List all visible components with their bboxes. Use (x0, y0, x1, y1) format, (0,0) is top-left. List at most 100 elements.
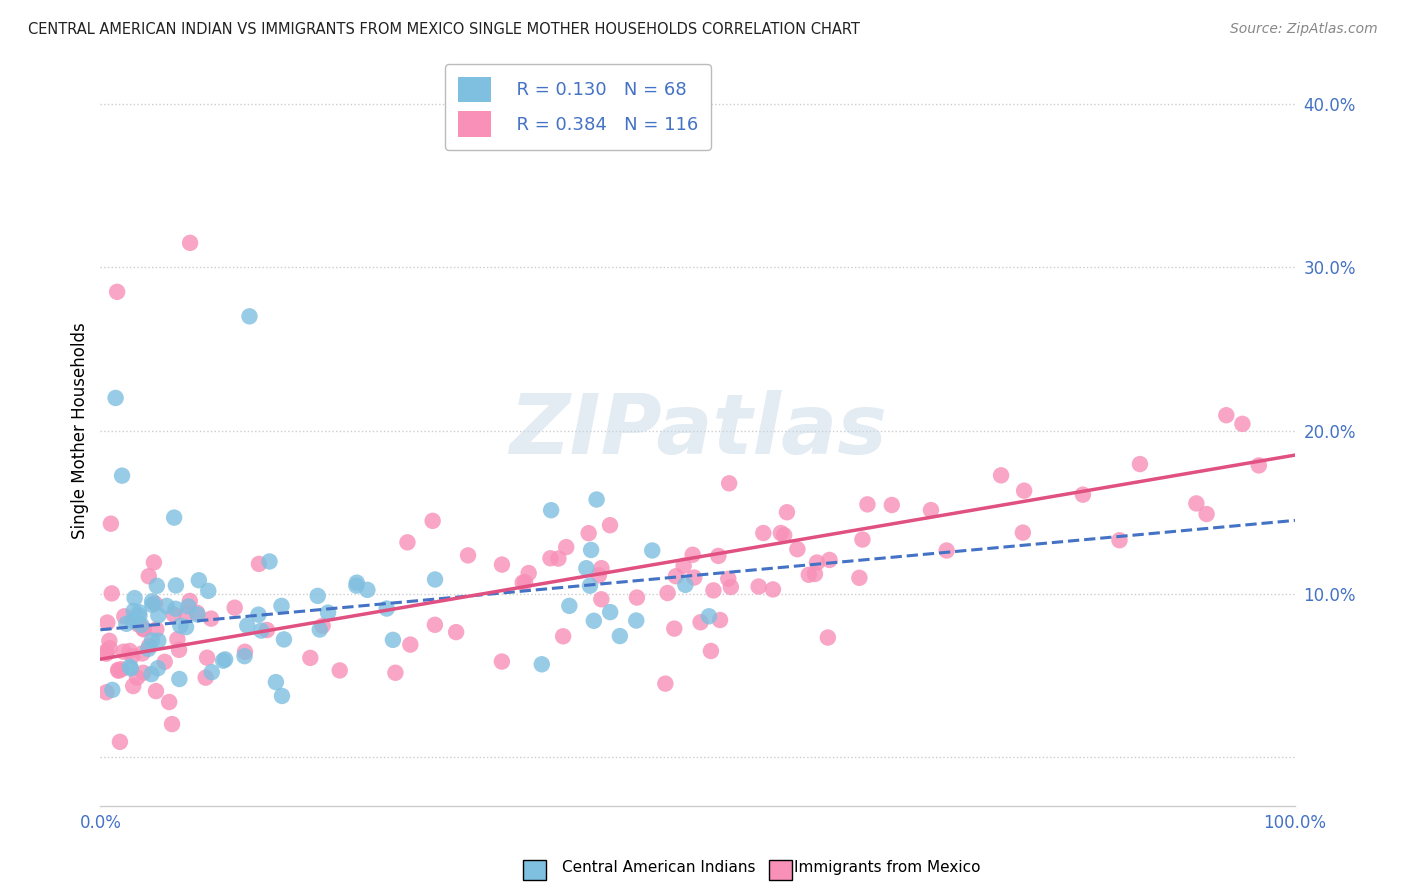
Point (806, 556, 828, 570)
Point (122, 604, 145, 618)
Point (558, 599, 581, 613)
Point (111, 468, 134, 483)
Point (848, 571, 870, 585)
Point (104, 391, 127, 405)
Point (136, 642, 159, 657)
Point (142, 555, 165, 569)
Point (641, 543, 664, 558)
Point (132, 623, 155, 637)
Point (105, 285, 128, 299)
Point (540, 503, 562, 517)
Point (201, 665, 224, 680)
Point (530, 657, 553, 672)
Point (513, 575, 536, 590)
Point (491, 655, 513, 669)
Point (769, 526, 792, 541)
Point (186, 607, 208, 622)
Point (157, 695, 180, 709)
Point (588, 568, 610, 582)
Point (575, 561, 598, 575)
Point (163, 510, 186, 524)
Point (141, 594, 163, 608)
Point (108, 735, 131, 749)
Point (100, 516, 122, 531)
Point (153, 655, 176, 669)
Text: CENTRAL AMERICAN INDIAN VS IMMIGRANTS FROM MEXICO SINGLE MOTHER HOUSEHOLDS CORRE: CENTRAL AMERICAN INDIAN VS IMMIGRANTS FR… (28, 22, 860, 37)
Point (1011, 525, 1033, 540)
Point (238, 310, 260, 324)
Point (96, 685, 118, 699)
Point (148, 608, 170, 623)
Point (259, 554, 281, 568)
Point (423, 573, 446, 587)
Point (381, 632, 404, 647)
Point (591, 592, 613, 607)
Point (1129, 457, 1152, 471)
Point (143, 596, 166, 610)
Point (270, 599, 292, 613)
Point (96, 644, 118, 658)
Point (145, 684, 167, 698)
Point (578, 526, 600, 541)
Point (121, 649, 143, 664)
Point (375, 601, 398, 615)
Point (250, 624, 273, 638)
Point (540, 551, 562, 566)
Point (664, 622, 686, 636)
Point (121, 614, 143, 628)
Point (399, 638, 422, 652)
Point (194, 671, 217, 685)
Point (233, 645, 256, 659)
Text: Immigrants from Mexico: Immigrants from Mexico (794, 861, 981, 875)
Point (101, 682, 124, 697)
Point (672, 558, 695, 573)
Point (112, 609, 135, 624)
Point (786, 542, 808, 557)
Point (851, 533, 873, 547)
Point (247, 607, 270, 622)
Point (129, 618, 152, 632)
Point (311, 619, 333, 633)
Point (160, 717, 183, 731)
Point (718, 476, 741, 491)
Point (697, 609, 720, 624)
Point (599, 518, 621, 533)
Point (547, 551, 569, 566)
Point (1012, 483, 1035, 498)
Point (626, 614, 648, 628)
Point (132, 665, 155, 680)
Point (124, 591, 146, 606)
Point (396, 535, 419, 549)
Point (707, 549, 730, 563)
Point (179, 235, 201, 250)
Point (517, 566, 540, 580)
Point (773, 528, 796, 542)
Point (665, 569, 688, 583)
Point (579, 579, 602, 593)
Point (422, 514, 444, 528)
Point (457, 549, 479, 563)
Text: Central American Indians: Central American Indians (562, 861, 756, 875)
Point (96, 647, 118, 661)
Point (197, 583, 219, 598)
Point (148, 633, 170, 648)
Point (112, 645, 135, 659)
Point (141, 633, 163, 648)
Point (115, 616, 138, 631)
Point (165, 602, 187, 616)
Point (299, 651, 322, 665)
Point (444, 625, 467, 640)
Point (1185, 496, 1208, 510)
Point (654, 676, 676, 690)
Point (720, 580, 742, 594)
Point (131, 647, 153, 661)
Point (818, 553, 841, 567)
Point (316, 606, 339, 620)
Point (1232, 417, 1254, 431)
Point (200, 612, 222, 626)
Point (689, 615, 711, 630)
Text: ZIPatlas: ZIPatlas (509, 390, 887, 471)
Point (491, 558, 513, 572)
Point (146, 661, 169, 675)
Point (423, 617, 446, 632)
